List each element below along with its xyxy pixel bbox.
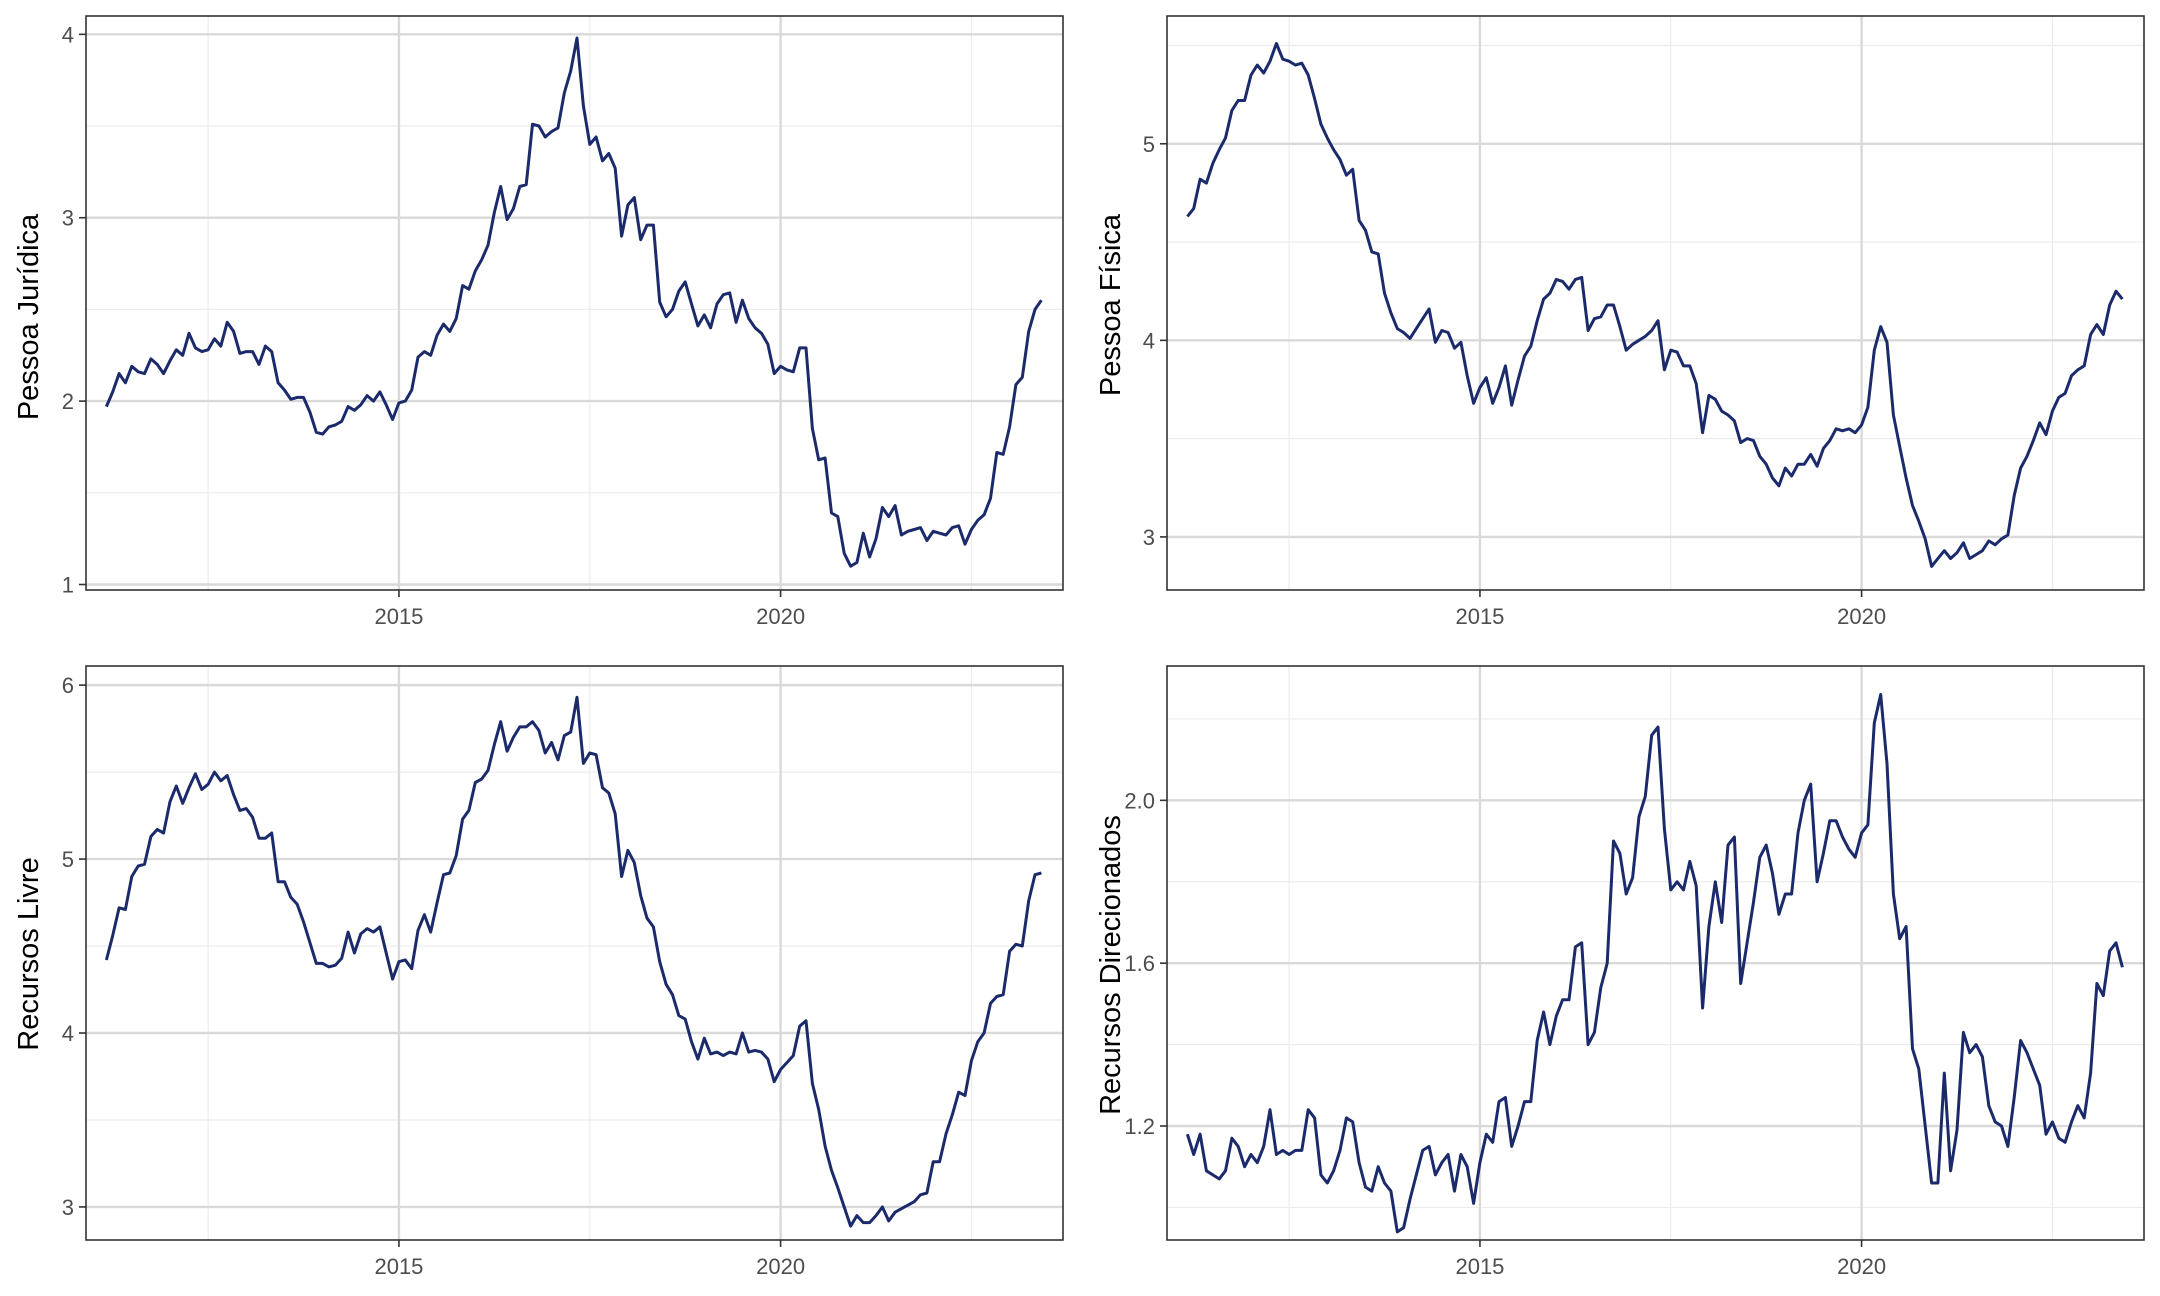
series-line bbox=[105, 36, 1043, 568]
x-tick-label: 2015 bbox=[1455, 1254, 1504, 1279]
y-tick-label: 3 bbox=[1143, 525, 1155, 550]
x-tick-label: 2015 bbox=[374, 1254, 423, 1279]
ylabel-recursos-livre: Recursos Livre bbox=[13, 857, 45, 1050]
panel-pessoa-juridica: Pessoa Jurídica 2015 2020 1 2 3 4 bbox=[13, 15, 1064, 629]
y-tick-label: 3 bbox=[62, 1195, 74, 1220]
x-tick-label: 2015 bbox=[374, 604, 423, 629]
series-line bbox=[104, 695, 1042, 1228]
panel-recursos-direcionados: Recursos Direcionados 2015 2020 1.2 1.6 2.0 bbox=[1095, 665, 2145, 1279]
x-tick-label: 2020 bbox=[1837, 1254, 1886, 1279]
panel-border bbox=[1166, 665, 2145, 1241]
panel-recursos-livre: Recursos Livre 2015 2020 3 4 5 6 bbox=[13, 665, 1064, 1279]
series-line bbox=[1186, 42, 2124, 568]
ylabel-pessoa-juridica: Pessoa Jurídica bbox=[13, 213, 45, 420]
y-tick-label: 1.2 bbox=[1124, 1114, 1155, 1139]
y-tick-label: 3 bbox=[62, 206, 74, 231]
y-tick-label: 5 bbox=[1143, 132, 1155, 157]
panel-pessoa-fisica: Pessoa Física 2015 2020 3 4 5 bbox=[1095, 15, 2145, 629]
panel-border bbox=[85, 665, 1064, 1241]
panel-border bbox=[85, 15, 1064, 591]
y-tick-label: 4 bbox=[1143, 328, 1155, 353]
y-tick-label: 2.0 bbox=[1124, 788, 1155, 813]
y-tick-label: 6 bbox=[62, 673, 74, 698]
series-line bbox=[1185, 693, 2124, 1234]
x-tick-label: 2020 bbox=[1837, 604, 1886, 629]
x-tick-label: 2020 bbox=[756, 1254, 805, 1279]
x-tick-label: 2020 bbox=[756, 604, 805, 629]
ylabel-pessoa-fisica: Pessoa Física bbox=[1095, 213, 1127, 396]
y-tick-label: 1 bbox=[62, 572, 74, 597]
x-tick-label: 2015 bbox=[1455, 604, 1504, 629]
panel-border bbox=[1166, 15, 2145, 591]
ylabel-recursos-direcionados: Recursos Direcionados bbox=[1095, 815, 1127, 1115]
y-tick-label: 5 bbox=[62, 847, 74, 872]
y-tick-label: 1.6 bbox=[1124, 951, 1155, 976]
y-tick-label: 2 bbox=[62, 389, 74, 414]
y-tick-label: 4 bbox=[62, 22, 74, 47]
y-tick-label: 4 bbox=[62, 1021, 74, 1046]
